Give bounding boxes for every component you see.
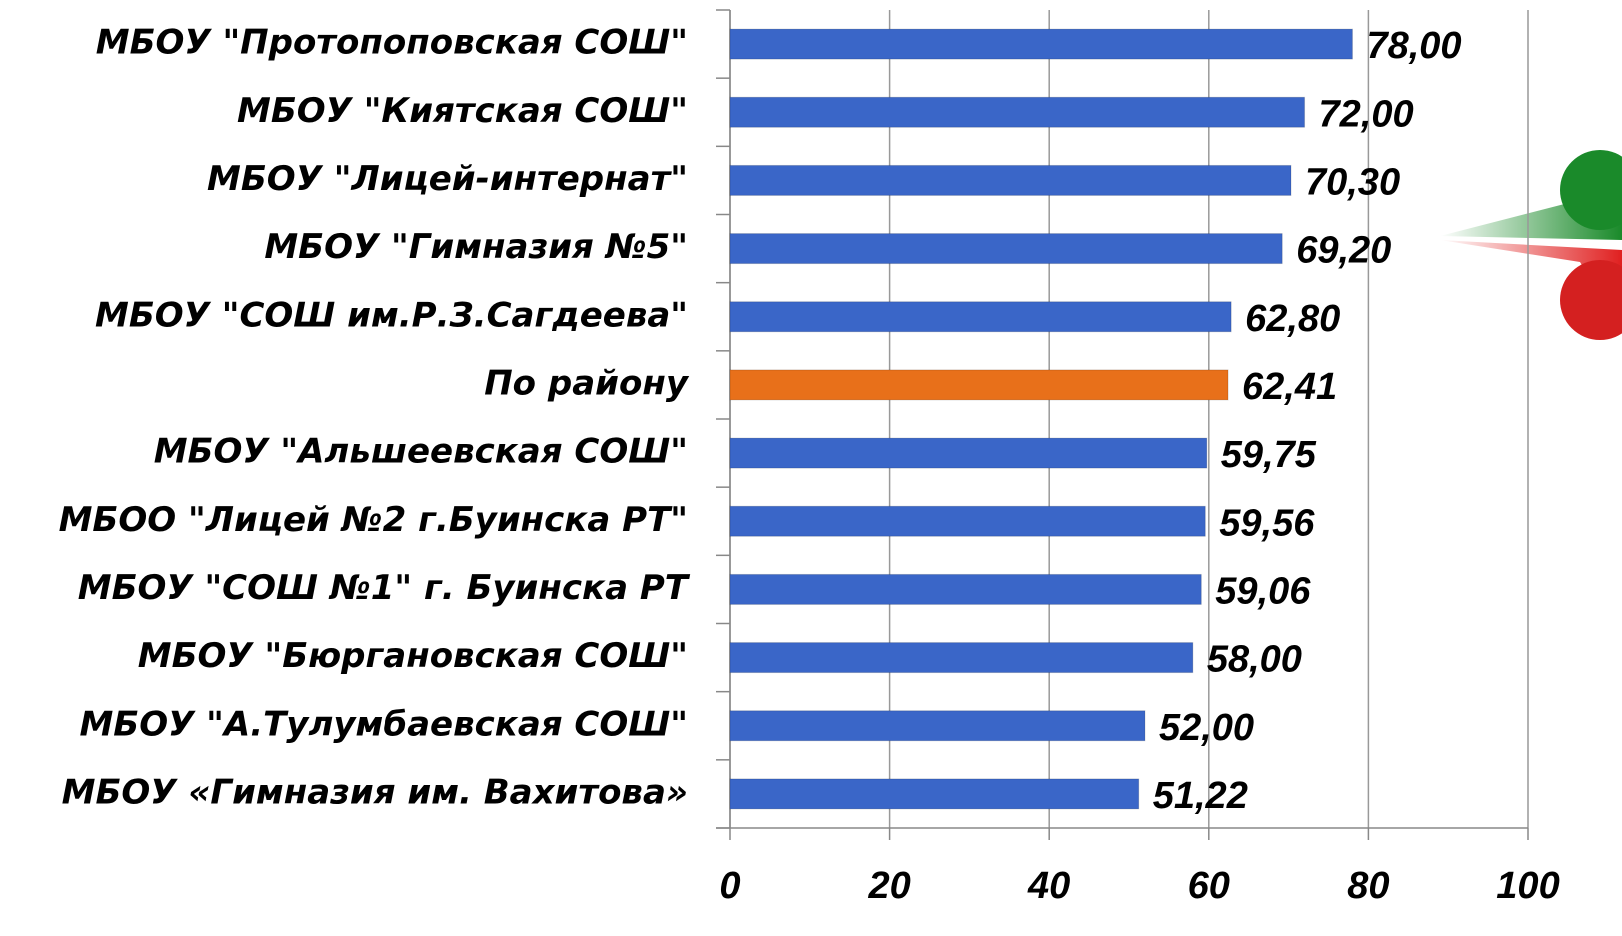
value-label: 70,30 <box>1305 161 1400 203</box>
bar <box>729 505 1206 537</box>
bar <box>729 369 1229 401</box>
y-tick-label: МБОУ "Протопоповская СОШ" <box>96 23 688 63</box>
bar <box>729 233 1283 265</box>
value-label: 69,20 <box>1296 230 1391 272</box>
bar <box>729 642 1194 674</box>
value-label: 72,00 <box>1319 93 1414 135</box>
bar <box>729 28 1353 60</box>
bar <box>729 778 1140 810</box>
y-tick-label: МБОО "Лицей №2 г.Буинска РТ" <box>59 500 688 540</box>
x-tick-label: 40 <box>1027 865 1070 907</box>
x-tick-label: 20 <box>867 865 910 907</box>
y-tick-label: МБОУ "Бюргановская СОШ" <box>138 636 688 676</box>
x-tick-label: 80 <box>1347 865 1389 907</box>
value-label: 78,00 <box>1366 25 1461 67</box>
bar <box>729 301 1232 333</box>
value-label: 59,56 <box>1219 502 1315 544</box>
value-label: 59,75 <box>1221 434 1317 476</box>
y-tick-label: МБОУ "Лицей-интернат" <box>207 159 688 199</box>
bar <box>729 96 1306 128</box>
y-tick-label: МБОУ "А.Тулумбаевская СОШ" <box>79 704 688 744</box>
x-tick-label: 100 <box>1496 865 1559 907</box>
y-tick-label: По району <box>484 363 690 403</box>
y-tick-label: МБОУ "Киятская СОШ" <box>237 91 688 131</box>
y-tick-label: МБОУ "Гимназия №5" <box>264 227 688 267</box>
value-label: 52,00 <box>1159 707 1254 749</box>
x-tick-label: 60 <box>1188 865 1230 907</box>
x-tick-label: 0 <box>719 865 740 907</box>
value-label: 51,22 <box>1153 775 1248 817</box>
value-label: 62,80 <box>1245 298 1340 340</box>
bar <box>729 164 1292 196</box>
y-tick-label: МБОУ «Гимназия им. Вахитова» <box>62 772 688 812</box>
logo <box>1440 150 1622 340</box>
y-tick-label: МБОУ "СОШ им.Р.З.Сагдеева" <box>95 295 688 335</box>
value-label: 59,06 <box>1215 570 1311 612</box>
value-label: 62,41 <box>1242 366 1337 408</box>
y-tick-label: МБОУ "СОШ №1" г. Буинска РТ <box>78 568 691 608</box>
y-tick-label: МБОУ "Альшеевская СОШ" <box>154 432 688 472</box>
bar <box>729 710 1146 742</box>
bar <box>729 573 1202 605</box>
value-label: 58,00 <box>1207 639 1302 681</box>
bar <box>729 437 1208 469</box>
